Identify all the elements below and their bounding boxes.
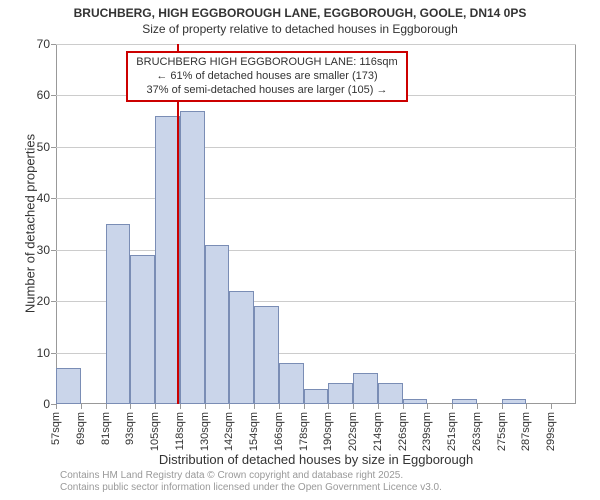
y-tick-label: 10 bbox=[24, 346, 50, 360]
y-tick-mark bbox=[51, 301, 56, 302]
histogram-bar bbox=[205, 245, 230, 404]
x-tick-label: 251sqm bbox=[446, 412, 458, 451]
annotation-line2: ← 61% of detached houses are smaller (17… bbox=[134, 70, 400, 84]
gridline bbox=[56, 147, 576, 148]
x-tick-label: 166sqm bbox=[273, 412, 285, 451]
y-tick-mark bbox=[51, 353, 56, 354]
x-tick-mark bbox=[279, 404, 280, 409]
x-tick-mark bbox=[304, 404, 305, 409]
histogram-bar bbox=[229, 291, 254, 404]
x-tick-mark bbox=[81, 404, 82, 409]
x-tick-label: 154sqm bbox=[248, 412, 260, 451]
x-tick-mark bbox=[477, 404, 478, 409]
y-axis-right-line bbox=[575, 44, 576, 404]
y-tick-mark bbox=[51, 147, 56, 148]
y-axis-left-line bbox=[56, 44, 57, 404]
credits-line1: Contains HM Land Registry data © Crown c… bbox=[60, 470, 442, 482]
x-tick-mark bbox=[229, 404, 230, 409]
y-tick-label: 20 bbox=[24, 294, 50, 308]
x-tick-label: 142sqm bbox=[223, 412, 235, 451]
annotation-line1: BRUCHBERG HIGH EGGBOROUGH LANE: 116sqm bbox=[134, 56, 400, 70]
x-axis-label: Distribution of detached houses by size … bbox=[56, 452, 576, 467]
x-tick-label: 105sqm bbox=[149, 412, 161, 451]
histogram-bar bbox=[279, 363, 304, 404]
x-tick-mark bbox=[403, 404, 404, 409]
x-tick-mark bbox=[130, 404, 131, 409]
histogram-bar bbox=[502, 399, 527, 404]
x-tick-label: 57sqm bbox=[50, 412, 62, 445]
x-tick-mark bbox=[502, 404, 503, 409]
x-tick-label: 69sqm bbox=[75, 412, 87, 445]
chart-title-line2: Size of property relative to detached ho… bbox=[0, 22, 600, 36]
x-tick-mark bbox=[427, 404, 428, 409]
y-tick-label: 60 bbox=[24, 88, 50, 102]
histogram-bar bbox=[452, 399, 477, 404]
x-tick-label: 287sqm bbox=[520, 412, 532, 451]
y-tick-mark bbox=[51, 250, 56, 251]
x-tick-mark bbox=[452, 404, 453, 409]
x-tick-mark bbox=[378, 404, 379, 409]
x-tick-label: 93sqm bbox=[124, 412, 136, 445]
y-tick-label: 50 bbox=[24, 140, 50, 154]
x-tick-label: 118sqm bbox=[174, 412, 186, 450]
credits-line2: Contains public sector information licen… bbox=[60, 482, 442, 494]
annotation-line3: 37% of semi-detached houses are larger (… bbox=[134, 84, 400, 98]
plot-area: 01020304050607057sqm69sqm81sqm93sqm105sq… bbox=[56, 44, 576, 404]
x-tick-label: 178sqm bbox=[298, 412, 310, 451]
x-tick-mark bbox=[254, 404, 255, 409]
chart-container: BRUCHBERG, HIGH EGGBOROUGH LANE, EGGBORO… bbox=[0, 0, 600, 500]
histogram-bar bbox=[403, 399, 428, 404]
x-tick-mark bbox=[205, 404, 206, 409]
x-tick-label: 190sqm bbox=[322, 412, 334, 451]
x-tick-mark bbox=[526, 404, 527, 409]
annotation-box: BRUCHBERG HIGH EGGBOROUGH LANE: 116sqm← … bbox=[126, 51, 408, 102]
histogram-bar bbox=[378, 383, 403, 404]
x-tick-label: 299sqm bbox=[545, 412, 557, 451]
histogram-bar bbox=[328, 383, 353, 404]
x-tick-label: 214sqm bbox=[372, 412, 384, 451]
x-tick-mark bbox=[328, 404, 329, 409]
x-tick-label: 130sqm bbox=[199, 412, 211, 451]
gridline bbox=[56, 250, 576, 251]
x-tick-mark bbox=[180, 404, 181, 409]
histogram-bar bbox=[130, 255, 155, 404]
x-tick-label: 263sqm bbox=[471, 412, 483, 451]
histogram-bar bbox=[106, 224, 131, 404]
y-tick-mark bbox=[51, 198, 56, 199]
credits-block: Contains HM Land Registry data © Crown c… bbox=[60, 470, 442, 494]
y-tick-label: 40 bbox=[24, 191, 50, 205]
gridline bbox=[56, 198, 576, 199]
x-tick-mark bbox=[353, 404, 354, 409]
gridline bbox=[56, 44, 576, 45]
histogram-bar bbox=[304, 389, 329, 404]
histogram-bar bbox=[56, 368, 81, 404]
x-tick-mark bbox=[106, 404, 107, 409]
x-tick-mark bbox=[155, 404, 156, 409]
histogram-bar bbox=[353, 373, 378, 404]
y-tick-label: 70 bbox=[24, 37, 50, 51]
x-tick-mark bbox=[56, 404, 57, 409]
histogram-bar bbox=[254, 306, 279, 404]
x-tick-label: 81sqm bbox=[100, 412, 112, 445]
y-tick-label: 30 bbox=[24, 243, 50, 257]
histogram-bar bbox=[180, 111, 205, 404]
x-tick-label: 275sqm bbox=[496, 412, 508, 451]
y-tick-mark bbox=[51, 95, 56, 96]
x-tick-label: 226sqm bbox=[397, 412, 409, 451]
y-tick-mark bbox=[51, 44, 56, 45]
x-tick-label: 202sqm bbox=[347, 412, 359, 451]
y-tick-label: 0 bbox=[24, 397, 50, 411]
x-tick-mark bbox=[551, 404, 552, 409]
x-tick-label: 239sqm bbox=[421, 412, 433, 451]
chart-title-line1: BRUCHBERG, HIGH EGGBOROUGH LANE, EGGBORO… bbox=[0, 6, 600, 20]
